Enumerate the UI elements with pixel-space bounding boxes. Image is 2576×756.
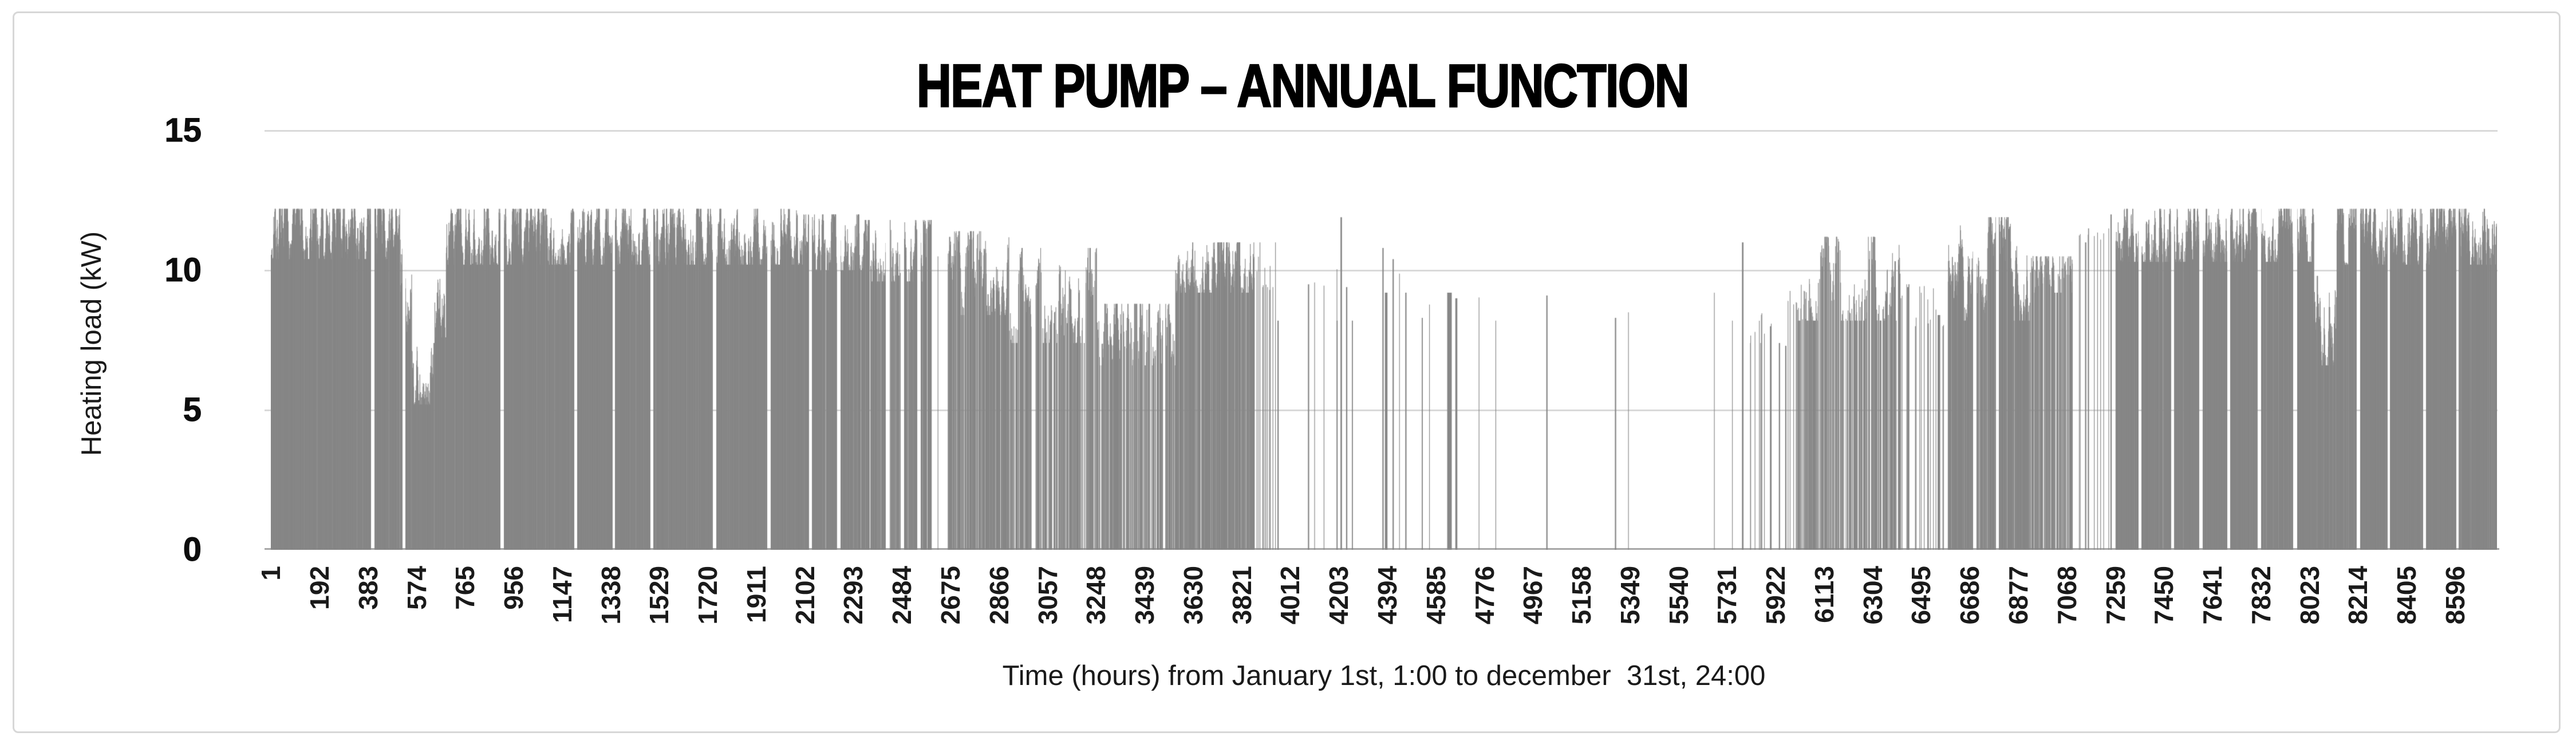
x-tick-label-5731: 5731 (1712, 566, 1742, 625)
x-tick-label-7259: 7259 (2100, 566, 2131, 625)
chart-title-text: HEAT PUMP – ANNUAL FUNCTION (916, 52, 1690, 120)
x-tick-label-765: 765 (450, 566, 480, 610)
x-tick-label-6877: 6877 (2003, 566, 2034, 625)
x-tick-label-1720: 1720 (693, 566, 723, 625)
x-tick-label-1911: 1911 (741, 566, 771, 623)
y-tick-label-15: 15 (164, 112, 202, 149)
x-tick-label-6495: 6495 (1906, 566, 1936, 625)
y-tick-labels: 0 5 10 15 (0, 0, 202, 756)
x-tick-label-6304: 6304 (1857, 566, 1888, 625)
x-tick-label-4203: 4203 (1324, 566, 1354, 625)
x-tick-label-3439: 3439 (1130, 566, 1160, 625)
x-tick-label-6113: 6113 (1809, 566, 1839, 623)
x-tick-label-1: 1 (256, 566, 286, 581)
x-tick-label-5349: 5349 (1615, 566, 1645, 625)
x-tick-label-7068: 7068 (2052, 566, 2082, 625)
x-tick-label-1338: 1338 (595, 566, 626, 625)
y-tick-label-0: 0 (183, 531, 202, 569)
x-tick-label-4585: 4585 (1421, 566, 1451, 625)
x-tick-label-383: 383 (353, 566, 383, 610)
x-tick-label-6686: 6686 (1955, 566, 1985, 625)
x-tick-label-4394: 4394 (1372, 566, 1402, 625)
x-axis-title: Time (hours) from January 1st, 1:00 to d… (1002, 660, 1766, 691)
x-tick-label-7641: 7641 (2198, 566, 2228, 625)
x-tick-label-3248: 3248 (1081, 566, 1111, 625)
x-tick-label-4776: 4776 (1469, 566, 1500, 625)
x-tick-label-8405: 8405 (2392, 566, 2422, 625)
x-tick-label-956: 956 (499, 566, 529, 610)
x-tick-label-2484: 2484 (887, 566, 917, 625)
x-tick-label-3057: 3057 (1032, 566, 1063, 625)
x-tick-label-5158: 5158 (1567, 566, 1597, 625)
x-tick-label-8596: 8596 (2440, 566, 2470, 625)
x-tick-label-2102: 2102 (790, 566, 820, 625)
x-tick-label-8214: 8214 (2343, 566, 2373, 625)
bars-canvas (271, 131, 2497, 550)
x-tick-label-5540: 5540 (1663, 566, 1694, 625)
x-tick-label-2866: 2866 (984, 566, 1014, 625)
x-tick-label-574: 574 (401, 566, 432, 610)
x-tick-label-3630: 3630 (1178, 566, 1208, 625)
x-tick-label-2293: 2293 (838, 566, 869, 625)
x-tick-label-2675: 2675 (936, 566, 966, 625)
x-tick-label-4967: 4967 (1518, 566, 1548, 625)
y-tick-label-10: 10 (164, 251, 202, 289)
x-tick-label-4012: 4012 (1275, 566, 1305, 625)
x-tick-label-8023: 8023 (2294, 566, 2325, 625)
x-tick-label-1529: 1529 (644, 566, 674, 625)
x-tick-label-192: 192 (304, 566, 334, 610)
y-tick-label-5: 5 (183, 391, 202, 429)
x-tick-label-3821: 3821 (1226, 566, 1257, 625)
chart-title: HEAT PUMP – ANNUAL FUNCTION (109, 52, 2496, 120)
x-tick-label-7450: 7450 (2149, 566, 2179, 625)
x-tick-label-5922: 5922 (1761, 566, 1791, 625)
x-tick-label-7832: 7832 (2246, 566, 2276, 625)
x-tick-label-1147: 1147 (547, 566, 577, 623)
